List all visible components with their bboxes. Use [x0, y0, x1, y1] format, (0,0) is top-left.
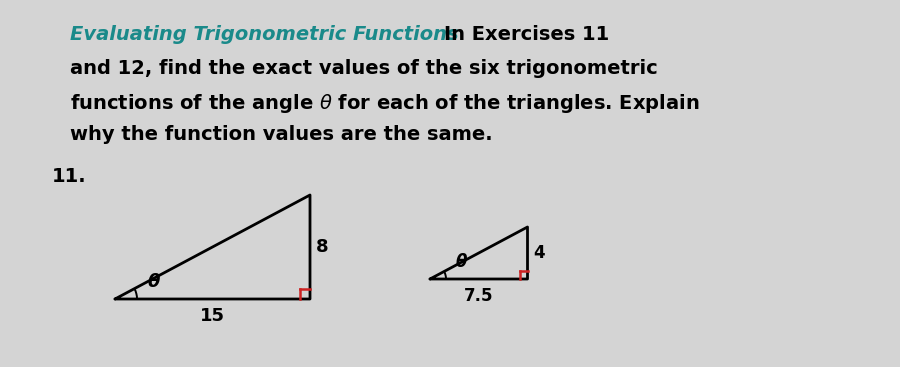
Text: 11.: 11.: [52, 167, 86, 186]
Text: 7.5: 7.5: [464, 287, 493, 305]
Text: 4: 4: [534, 244, 545, 262]
Text: In Exercises 11: In Exercises 11: [444, 25, 609, 44]
Text: why the function values are the same.: why the function values are the same.: [70, 125, 492, 144]
Text: functions of the angle $\theta$ for each of the triangles. Explain: functions of the angle $\theta$ for each…: [70, 92, 699, 115]
Text: 8: 8: [316, 238, 328, 256]
Text: θ: θ: [148, 273, 159, 291]
Text: Evaluating Trigonometric Functions: Evaluating Trigonometric Functions: [70, 25, 459, 44]
Text: and 12, find the exact values of the six trigonometric: and 12, find the exact values of the six…: [70, 59, 658, 78]
Text: θ: θ: [455, 253, 467, 271]
Text: 15: 15: [200, 307, 225, 325]
